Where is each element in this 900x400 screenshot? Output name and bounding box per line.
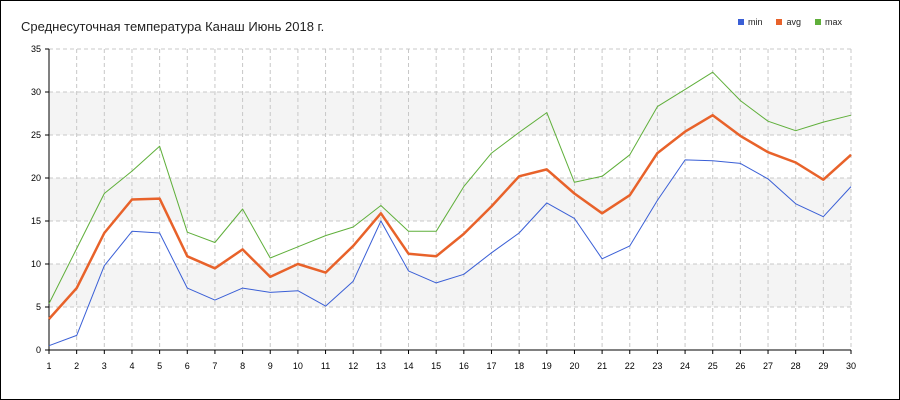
x-tick-label: 28	[791, 361, 801, 371]
x-tick-label: 17	[486, 361, 496, 371]
legend-swatch-avg	[776, 19, 783, 25]
x-tick-label: 16	[459, 361, 469, 371]
x-tick-label: 3	[102, 361, 107, 371]
x-tick-label: 22	[625, 361, 635, 371]
y-tick-label: 0	[36, 345, 41, 355]
legend-label-min: min	[747, 17, 763, 27]
legend-swatch-max	[814, 19, 821, 25]
y-tick-label: 20	[31, 173, 41, 183]
grid-lines	[49, 48, 852, 350]
x-tick-label: 7	[212, 361, 217, 371]
x-tick-label: 27	[763, 361, 773, 371]
x-tick-label: 14	[404, 361, 414, 371]
x-tick-label: 10	[293, 361, 303, 371]
chart-legend: min avg max	[737, 17, 842, 27]
y-tick-label: 15	[31, 216, 41, 226]
x-tick-label: 30	[846, 361, 856, 371]
x-tick-label: 4	[129, 361, 134, 371]
x-tick-label: 5	[157, 361, 162, 371]
x-tick-label: 2	[74, 361, 79, 371]
x-tick-label: 8	[240, 361, 245, 371]
x-tick-label: 15	[431, 361, 441, 371]
legend-item-avg: avg	[776, 17, 801, 27]
x-tick-label: 24	[680, 361, 690, 371]
x-tick-label: 21	[597, 361, 607, 371]
axes	[45, 48, 852, 354]
series-line-max	[48, 71, 852, 304]
y-tick-label: 25	[31, 130, 41, 140]
x-tick-label: 23	[652, 361, 662, 371]
x-tick-label: 19	[542, 361, 552, 371]
legend-label-avg: avg	[786, 17, 801, 27]
series-line-min	[48, 159, 852, 347]
y-tick-label: 35	[31, 44, 41, 54]
x-tick-label: 6	[185, 361, 190, 371]
y-tick-label: 10	[31, 259, 41, 269]
x-tick-label: 26	[735, 361, 745, 371]
legend-item-max: max	[814, 17, 842, 27]
y-tick-label: 30	[31, 87, 41, 97]
grid-band	[49, 178, 851, 221]
grid-band	[49, 92, 851, 135]
x-tick-label: 29	[818, 361, 828, 371]
x-tick-label: 11	[321, 361, 330, 371]
series-lines	[48, 71, 852, 347]
legend-item-min: min	[737, 17, 763, 27]
x-tick-label: 20	[569, 361, 579, 371]
background-bands	[49, 92, 851, 307]
legend-swatch-min	[737, 19, 744, 25]
x-tick-label: 18	[514, 361, 524, 371]
x-tick-label: 1	[46, 361, 51, 371]
x-tick-label: 13	[376, 361, 386, 371]
y-tick-label: 5	[36, 302, 41, 312]
x-tick-label: 9	[268, 361, 273, 371]
legend-label-max: max	[824, 17, 842, 27]
series-line-avg	[48, 113, 852, 320]
chart-title: Среднесуточная температура Канаш Июнь 20…	[21, 19, 325, 34]
x-tick-label: 25	[708, 361, 718, 371]
x-tick-label: 12	[348, 361, 358, 371]
grid-band	[49, 264, 851, 307]
